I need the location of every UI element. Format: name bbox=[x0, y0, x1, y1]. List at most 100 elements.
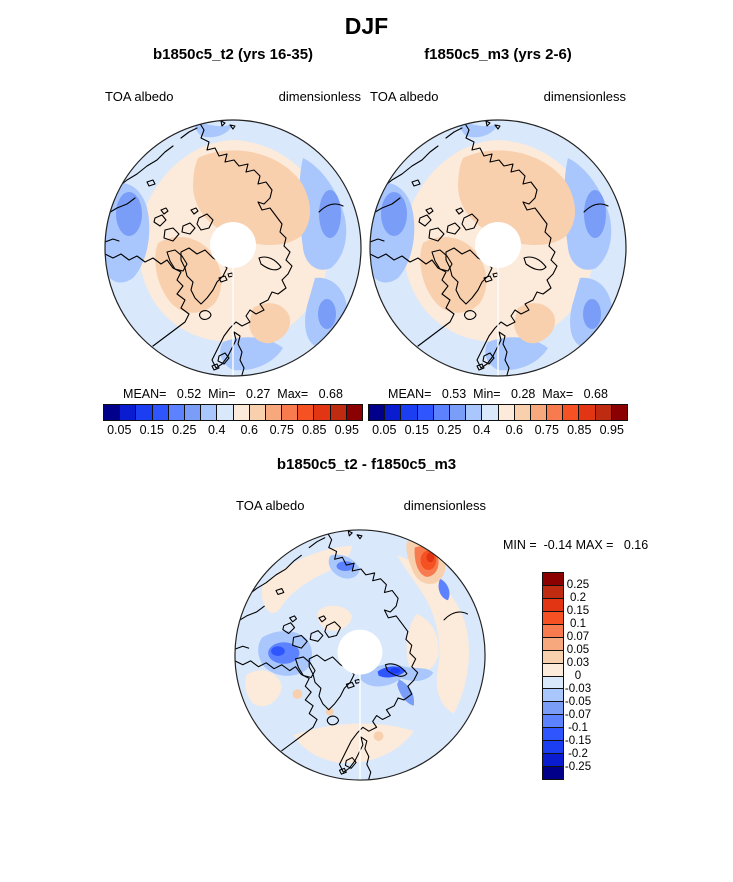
colorbar-cell bbox=[330, 405, 347, 420]
diff-colorbar-cell bbox=[543, 728, 563, 742]
colorbar-tick-label: 0.4 bbox=[473, 423, 491, 437]
diff-colorbar-tick-label: 0.1 bbox=[570, 618, 586, 630]
diff-colorbar-cell bbox=[543, 715, 563, 729]
panel2-variable-label: TOA albedo bbox=[370, 89, 439, 104]
colorbar-tick-label: 0.75 bbox=[534, 423, 559, 437]
diff-colorbar-cell bbox=[543, 702, 563, 716]
map2-boundary-circle bbox=[369, 119, 627, 377]
colorbar-tick-label: 0.15 bbox=[404, 423, 429, 437]
diff-colorbar-cell bbox=[543, 767, 563, 779]
colorbar-cell bbox=[184, 405, 202, 420]
diff-colorbar-tick-label: -0.05 bbox=[564, 696, 592, 708]
colorbar-cell bbox=[314, 405, 331, 420]
colorbar-tick-label: 0.25 bbox=[437, 423, 462, 437]
panel2-subtitle: f1850c5_m3 (yrs 2-6) bbox=[424, 46, 572, 63]
map-f1850c5-m3 bbox=[369, 119, 627, 377]
diff-colorbar-tick-label: 0.15 bbox=[566, 605, 590, 617]
colorbar-tick-label: 0.6 bbox=[505, 423, 523, 437]
diff-colorbar-cell bbox=[543, 741, 563, 755]
colorbar-cell bbox=[233, 405, 250, 420]
diff-colorbar-tick-label: 0.2 bbox=[570, 592, 586, 604]
page-title: DJF bbox=[344, 13, 389, 39]
diff-colorbar-tick-label: 0.05 bbox=[566, 644, 590, 656]
colorbar-cell bbox=[563, 405, 580, 420]
colorbar-cell bbox=[547, 405, 564, 420]
diff-variable-label: TOA albedo bbox=[236, 498, 305, 513]
colorbar-cell bbox=[449, 405, 467, 420]
colorbar-cell bbox=[369, 405, 386, 420]
colorbar-tick-label: 0.95 bbox=[599, 423, 624, 437]
diff-colorbar-cell bbox=[543, 598, 563, 612]
colorbar-cell bbox=[168, 405, 185, 420]
colorbar-tick-label: 0.25 bbox=[172, 423, 197, 437]
diff-colorbar-cell bbox=[543, 650, 563, 664]
colorbar-cell bbox=[466, 405, 483, 420]
diff-title: b1850c5_t2 - f1850c5_m3 bbox=[276, 456, 457, 473]
colorbar-cell bbox=[530, 405, 548, 420]
colorbar-cell bbox=[482, 405, 499, 420]
diff-colorbar-tick-label: 0 bbox=[574, 670, 582, 682]
panel2-colorbar bbox=[368, 404, 628, 421]
panel1-colorbar-labels: 0.05 0.15 0.25 0.4 0.6 0.75 0.85 0.95 bbox=[103, 423, 363, 438]
diff-colorbar-cell bbox=[543, 624, 563, 638]
diff-colorbar-cell bbox=[543, 611, 563, 625]
diff-colorbar-cell bbox=[543, 663, 563, 677]
panel2-units-label: dimensionless bbox=[543, 89, 626, 104]
colorbar-cell bbox=[579, 405, 596, 420]
panel1-colorbar bbox=[103, 404, 363, 421]
diff-header: TOA albedo dimensionless bbox=[236, 498, 486, 513]
diff-colorbar-tick-label: -0.07 bbox=[564, 709, 592, 721]
colorbar-cell bbox=[498, 405, 515, 420]
diff-colorbar-cell bbox=[543, 573, 563, 586]
diff-colorbar-tick-label: -0.15 bbox=[564, 735, 592, 747]
colorbar-tick-label: 0.95 bbox=[334, 423, 359, 437]
colorbar-tick-label: 0.85 bbox=[567, 423, 592, 437]
colorbar-cell bbox=[136, 405, 153, 420]
colorbar-tick-label: 0.05 bbox=[372, 423, 397, 437]
colorbar-cell bbox=[346, 405, 362, 420]
diff-units-label: dimensionless bbox=[403, 498, 486, 513]
panel1-variable-label: TOA albedo bbox=[105, 89, 174, 104]
panel1-units-label: dimensionless bbox=[278, 89, 361, 104]
colorbar-cell bbox=[282, 405, 299, 420]
diff-colorbar-cell bbox=[543, 676, 563, 690]
colorbar-tick-label: 0.15 bbox=[139, 423, 164, 437]
panel2-header: TOA albedo dimensionless bbox=[370, 89, 626, 104]
diff-colorbar-tick-label: -0.03 bbox=[564, 683, 592, 695]
colorbar-cell bbox=[298, 405, 315, 420]
colorbar-cell bbox=[514, 405, 531, 420]
panel1-header: TOA albedo dimensionless bbox=[105, 89, 361, 104]
diff-colorbar-tick-label: 0.07 bbox=[566, 631, 590, 643]
colorbar-cell bbox=[401, 405, 418, 420]
map1-boundary-circle bbox=[104, 119, 362, 377]
panel2-stats: MEAN= 0.53 Min= 0.28 Max= 0.68 bbox=[388, 387, 608, 401]
diff-colorbar-tick-label: -0.2 bbox=[568, 748, 588, 760]
diff-colorbar-cell bbox=[543, 754, 563, 768]
colorbar-cell bbox=[433, 405, 450, 420]
map2-contour-field bbox=[370, 120, 626, 376]
colorbar-cell bbox=[201, 405, 218, 420]
diff-colorbar-labels: 0.25 0.2 0.15 0.1 0.07 0.05 0.03 0 -0.03 -0.05 -0.… bbox=[558, 572, 598, 780]
diff-colorbar-tick-label: 0.03 bbox=[566, 657, 590, 669]
diff-colorbar-tick-label: 0.25 bbox=[566, 579, 590, 591]
colorbar-cell bbox=[152, 405, 169, 420]
colorbar-cell bbox=[249, 405, 266, 420]
diff-colorbar-cell bbox=[543, 689, 563, 703]
panel1-subtitle: b1850c5_t2 (yrs 16-35) bbox=[152, 46, 314, 63]
colorbar-cell bbox=[217, 405, 234, 420]
colorbar-tick-label: 0.85 bbox=[302, 423, 327, 437]
colorbar-tick-label: 0.75 bbox=[269, 423, 294, 437]
panel2-colorbar-labels: 0.05 0.15 0.25 0.4 0.6 0.75 0.85 0.95 bbox=[368, 423, 628, 438]
colorbar-cell bbox=[120, 405, 137, 420]
diff-minmax: MIN = -0.14 MAX = 0.16 bbox=[503, 538, 649, 552]
colorbar-cell bbox=[104, 405, 121, 420]
diff-colorbar-cell bbox=[543, 637, 563, 651]
colorbar-cell bbox=[611, 405, 627, 420]
diff-colorbar-cell bbox=[543, 585, 563, 599]
diff-colorbar-tick-label: -0.1 bbox=[568, 722, 588, 734]
colorbar-cell bbox=[417, 405, 434, 420]
diff-colorbar bbox=[542, 572, 564, 780]
colorbar-tick-label: 0.05 bbox=[107, 423, 132, 437]
map3-boundary-circle bbox=[234, 529, 486, 781]
colorbar-tick-label: 0.4 bbox=[208, 423, 226, 437]
